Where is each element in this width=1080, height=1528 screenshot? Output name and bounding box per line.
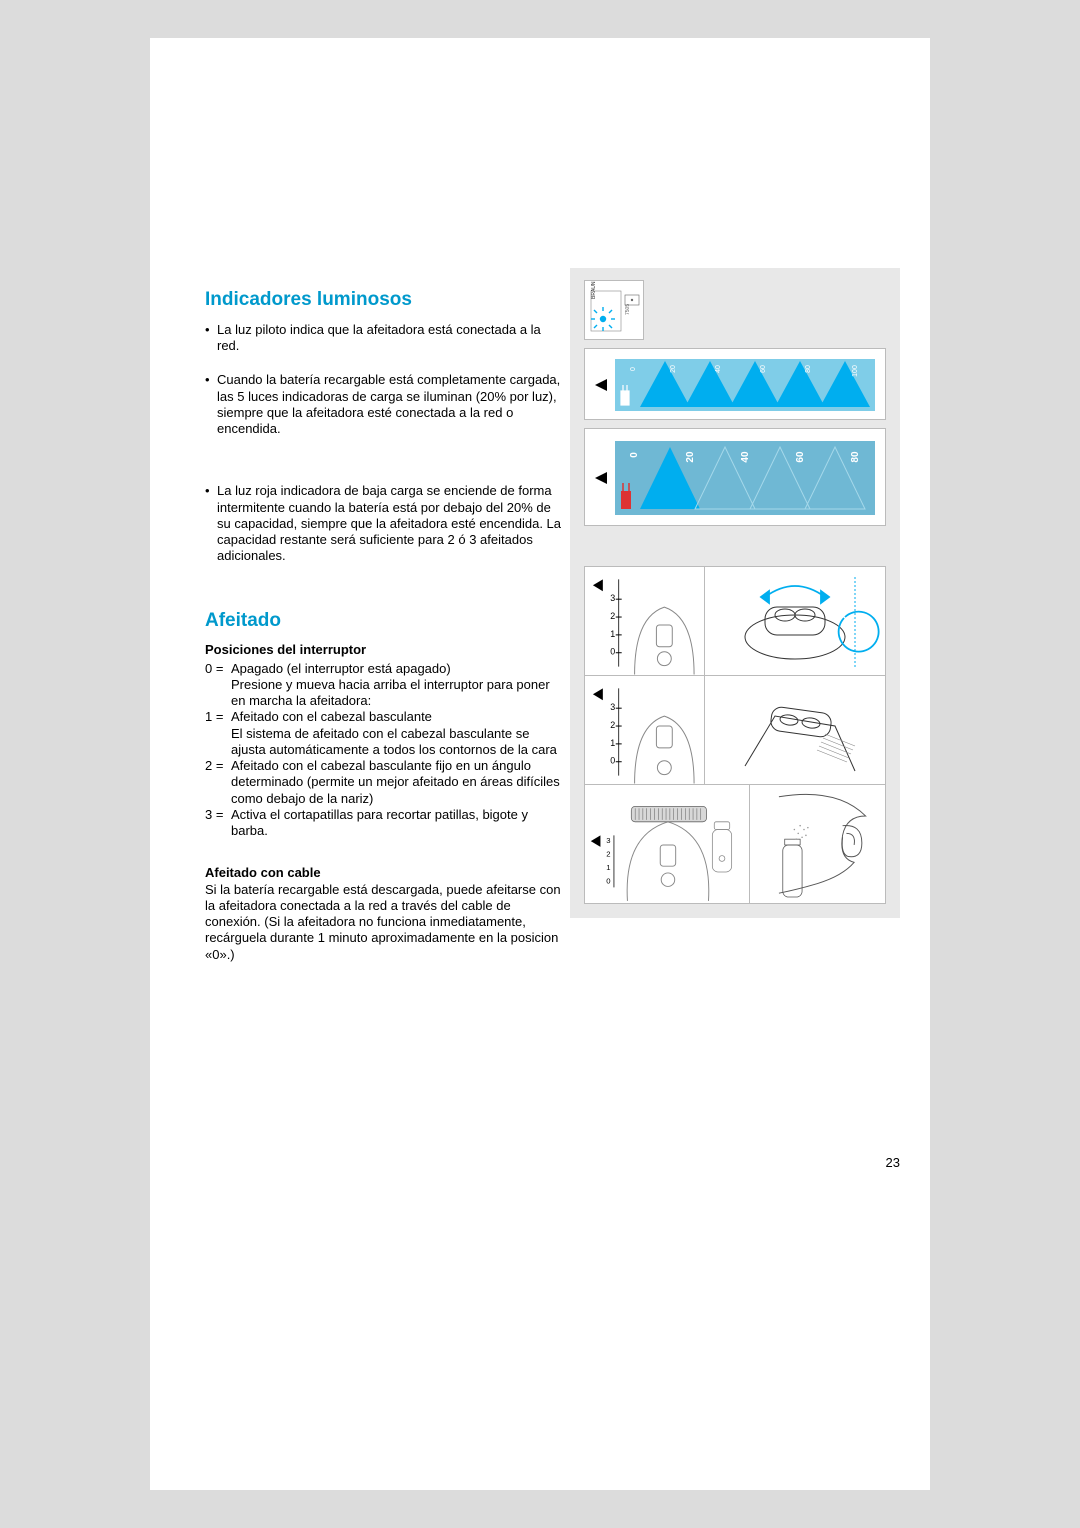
bullet-dot: • (205, 322, 217, 355)
illus-charge-low: 0 20 40 60 80 (584, 428, 886, 526)
svg-text:60: 60 (760, 365, 767, 373)
bullet-item: • La luz piloto indica que la afeitadora… (205, 322, 565, 355)
cable-paragraph: Si la batería recargable está descargada… (205, 882, 565, 963)
position-item: 3 = Activa el cortapatillas para recorta… (205, 807, 565, 840)
illustration-panel: BRAUN 7505 (570, 268, 900, 918)
svg-text:0: 0 (610, 756, 615, 766)
svg-text:60: 60 (795, 451, 806, 463)
illus-switch-pos1: 0 1 2 3 (585, 567, 705, 675)
svg-text:7505: 7505 (625, 304, 631, 315)
bullet-item: • Cuando la batería recargable está comp… (205, 372, 565, 437)
svg-text:20: 20 (685, 451, 696, 463)
illus-afeitado-group: 0 1 2 3 (584, 566, 886, 904)
svg-text:80: 80 (805, 365, 812, 373)
manual-page: Indicadores luminosos • La luz piloto in… (150, 38, 930, 1490)
subheading-cable: Afeitado con cable (205, 865, 565, 881)
heading-indicadores: Indicadores luminosos (205, 288, 565, 312)
bullet-item: • La luz roja indicadora de baja carga s… (205, 483, 565, 564)
illus-trimmer: 0 1 2 3 (585, 785, 750, 903)
page-number: 23 (886, 1155, 900, 1170)
position-list: 0 = Apagado (el interruptor está apagado… (205, 661, 565, 840)
svg-text:20: 20 (670, 365, 677, 373)
bullet-dot: • (205, 372, 217, 437)
svg-text:0: 0 (610, 647, 615, 657)
svg-text:0: 0 (606, 877, 610, 886)
svg-text:2: 2 (606, 850, 610, 859)
svg-text:2: 2 (610, 611, 615, 621)
text-column: Indicadores luminosos • La luz piloto in… (205, 288, 565, 967)
illus-head-swivel (705, 567, 885, 675)
illus-switch-pos2: 0 1 2 3 (585, 676, 705, 784)
position-num: 3 = (205, 807, 231, 840)
illus-sideburn (750, 785, 885, 903)
position-num: 1 = (205, 709, 231, 758)
svg-text:2: 2 (610, 720, 615, 730)
svg-text:3: 3 (610, 702, 615, 712)
svg-text:40: 40 (715, 365, 722, 373)
svg-text:1: 1 (610, 629, 615, 639)
svg-text:3: 3 (606, 836, 610, 845)
position-num: 2 = (205, 758, 231, 807)
subheading-posiciones: Posiciones del interruptor (205, 642, 565, 658)
bullet-text: Cuando la batería recargable está comple… (217, 372, 565, 437)
svg-text:1: 1 (606, 863, 610, 872)
position-text: Afeitado con el cabezal basculante fijo … (231, 758, 565, 807)
illus-charge-full: 0 20 40 60 80 100 (584, 348, 886, 420)
svg-text:BRAUN: BRAUN (591, 281, 597, 299)
bullet-text: La luz roja indicadora de baja carga se … (217, 483, 565, 564)
position-text: Apagado (el interruptor está apagado) Pr… (231, 661, 565, 710)
heading-afeitado: Afeitado (205, 609, 565, 633)
bullet-text: La luz piloto indica que la afeitadora e… (217, 322, 565, 355)
svg-text:40: 40 (740, 451, 751, 463)
illus-pilot-light: BRAUN 7505 (584, 280, 644, 340)
svg-text:3: 3 (610, 593, 615, 603)
svg-text:1: 1 (610, 738, 615, 748)
position-text: Afeitado con el cabezal basculante El si… (231, 709, 565, 758)
svg-text:0: 0 (630, 367, 637, 371)
bullet-dot: • (205, 483, 217, 564)
illus-head-fixed (705, 676, 885, 784)
position-item: 2 = Afeitado con el cabezal basculante f… (205, 758, 565, 807)
svg-text:100: 100 (852, 365, 859, 377)
position-item: 0 = Apagado (el interruptor está apagado… (205, 661, 565, 710)
position-num: 0 = (205, 661, 231, 710)
position-text: Activa el cortapatillas para recortar pa… (231, 807, 565, 840)
svg-text:80: 80 (850, 451, 861, 463)
position-item: 1 = Afeitado con el cabezal basculante E… (205, 709, 565, 758)
svg-text:0: 0 (629, 452, 640, 458)
